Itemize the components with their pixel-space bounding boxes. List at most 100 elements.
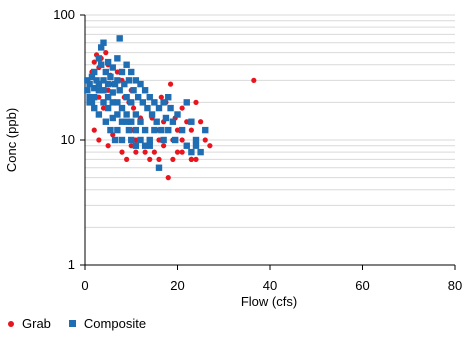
point-composite (183, 142, 190, 149)
point-composite (104, 93, 112, 101)
point-grab (151, 149, 157, 155)
x-axis-title: Flow (cfs) (241, 294, 297, 309)
point-composite (165, 93, 172, 101)
point-composite (102, 118, 110, 125)
point-composite (155, 104, 163, 112)
point-composite (202, 126, 209, 134)
point-grab (174, 127, 181, 133)
point-grab (130, 105, 137, 111)
point-grab (91, 127, 97, 133)
data-points (84, 35, 257, 181)
point-composite (95, 111, 103, 118)
point-composite (95, 87, 103, 94)
point-composite (128, 99, 135, 106)
point-composite (109, 89, 116, 96)
point-composite (137, 80, 144, 88)
point-composite (107, 126, 114, 134)
point-composite (107, 73, 114, 81)
point-composite (137, 118, 144, 125)
point-composite (141, 142, 149, 149)
axes (80, 14, 456, 270)
x-tick-label: 20 (170, 278, 184, 293)
legend: Grab Composite (8, 316, 164, 331)
point-composite (93, 77, 100, 84)
point-grab (96, 94, 102, 100)
point-grab (251, 77, 257, 83)
series-grab (87, 50, 257, 181)
point-grab (105, 143, 111, 149)
point-grab (156, 156, 162, 162)
point-composite (178, 126, 186, 134)
point-composite (86, 80, 93, 88)
point-composite (100, 77, 107, 84)
x-tick-label: 60 (355, 278, 369, 293)
point-composite (167, 104, 174, 112)
point-grab (124, 156, 130, 162)
point-composite (188, 118, 195, 125)
point-composite (84, 77, 91, 84)
point-composite (141, 87, 149, 94)
point-composite (84, 87, 91, 94)
point-composite (148, 111, 156, 118)
legend-item-composite: Composite (68, 316, 147, 331)
point-grab (179, 137, 185, 143)
point-composite (91, 84, 98, 92)
point-composite (132, 77, 140, 84)
point-grab (165, 175, 171, 181)
point-composite (141, 126, 149, 134)
point-composite (128, 68, 135, 76)
point-composite (151, 99, 158, 106)
point-grab (158, 94, 164, 100)
point-composite (160, 99, 167, 106)
composite-marker-icon (68, 320, 76, 327)
point-composite (91, 68, 98, 76)
point-composite (109, 64, 116, 71)
point-composite (139, 99, 147, 106)
point-composite (128, 136, 135, 144)
point-grab (188, 156, 194, 162)
point-grab (167, 81, 174, 87)
point-composite (114, 77, 121, 84)
point-composite (123, 61, 130, 68)
x-tick-label: 40 (263, 278, 277, 293)
point-grab (193, 99, 199, 105)
point-composite (109, 99, 116, 106)
point-composite (125, 126, 133, 134)
point-grab (128, 143, 134, 149)
x-tick-label: 0 (81, 278, 88, 293)
series-composite (84, 35, 209, 171)
point-composite (146, 136, 153, 144)
point-composite (192, 136, 200, 144)
point-composite (97, 61, 105, 68)
point-composite (121, 80, 128, 88)
point-composite (183, 99, 190, 106)
point-composite (123, 93, 130, 101)
legend-label-composite: Composite (83, 316, 147, 331)
point-composite (144, 104, 151, 112)
point-composite (146, 142, 153, 149)
point-composite (111, 80, 119, 88)
point-composite (123, 118, 130, 125)
point-composite (188, 148, 195, 156)
point-composite (151, 126, 158, 134)
point-grab (105, 87, 111, 93)
point-grab (179, 105, 185, 111)
point-composite (118, 104, 126, 112)
point-composite (114, 126, 121, 134)
point-composite (118, 68, 126, 76)
point-grab (161, 143, 167, 149)
y-tick-label: 100 (53, 7, 75, 22)
point-composite (162, 114, 170, 122)
point-composite (88, 73, 96, 81)
point-composite (91, 104, 98, 112)
point-composite (104, 58, 112, 66)
x-tick-label: 80 (448, 278, 462, 293)
point-composite (165, 126, 172, 134)
point-composite (114, 111, 121, 118)
point-composite (100, 99, 107, 106)
point-composite (130, 87, 137, 94)
point-composite (132, 111, 140, 118)
y-tick-label: 10 (61, 132, 75, 147)
point-grab (114, 69, 120, 75)
